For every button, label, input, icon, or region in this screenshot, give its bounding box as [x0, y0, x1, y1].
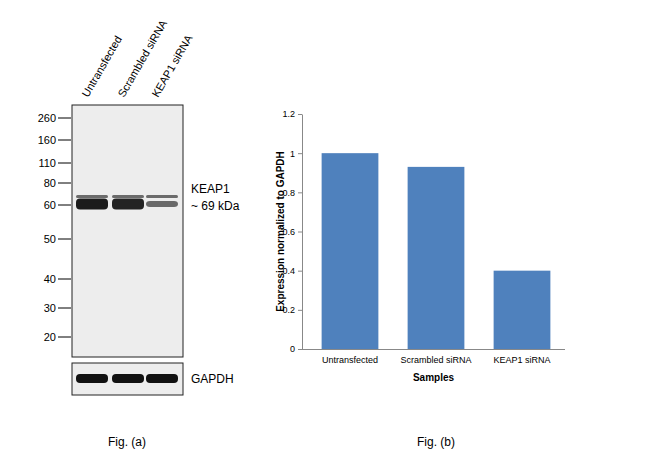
caption: Fig. (b): [417, 435, 455, 449]
y-tick-label: 1.2: [282, 109, 295, 119]
marker-tick: [58, 118, 71, 119]
y-tick: 1: [290, 149, 302, 159]
y-tick: 0: [290, 344, 302, 354]
target-size: ~ 69 kDa: [191, 199, 240, 213]
marker-label: 110: [38, 157, 56, 169]
x-axis-title: Samples: [413, 372, 455, 383]
lane-label: KEAP1 siRNA: [149, 32, 195, 99]
y-tick-mark: [298, 192, 302, 193]
caption: Fig. (a): [108, 435, 146, 449]
marker-label: 60: [44, 199, 56, 211]
keap1-band-upper: [76, 195, 108, 198]
blot-membrane: [72, 105, 183, 357]
x-axis-line: [302, 349, 565, 350]
loading-control-label: GAPDH: [191, 372, 234, 386]
marker-label: 20: [44, 331, 56, 343]
gapdh-membrane: [72, 363, 183, 395]
blot-panel: UntransfectedScrambled siRNAKEAP1 siRNA2…: [38, 17, 240, 449]
marker-tick: [58, 140, 71, 141]
marker-tick: [58, 163, 71, 164]
y-axis-line: [302, 115, 303, 350]
keap1-band-upper: [146, 195, 178, 198]
keap1-band-upper: [112, 195, 144, 198]
marker-label: 50: [44, 233, 56, 245]
x-tick: KEAP1 siRNA: [493, 349, 550, 365]
bar: [408, 167, 465, 349]
marker-label: 80: [44, 177, 56, 189]
y-tick: 1.2: [282, 109, 302, 119]
gapdh-band: [76, 374, 108, 383]
marker-label: 260: [38, 112, 56, 124]
keap1-band: [112, 199, 144, 210]
keap1-band: [146, 201, 178, 207]
marker-tick: [58, 308, 71, 309]
marker-tick: [58, 337, 71, 338]
x-tick-label: KEAP1 siRNA: [493, 355, 550, 365]
y-tick-mark: [298, 310, 302, 311]
y-tick-label: 1: [290, 149, 295, 159]
y-tick-mark: [298, 271, 302, 272]
x-tick-label: Untransfected: [322, 355, 378, 365]
y-tick-mark: [298, 153, 302, 154]
gapdh-band: [112, 374, 144, 383]
marker-tick: [58, 183, 71, 184]
x-tick: Untransfected: [322, 349, 378, 365]
bar-panel: 00.20.40.60.811.2UntransfectedScrambled …: [275, 109, 565, 449]
gapdh-band: [146, 374, 178, 383]
marker-tick: [58, 239, 71, 240]
bar: [322, 153, 379, 349]
y-tick-mark: [298, 349, 302, 350]
x-axis: Untransfected Scrambled siRNA KEAP1 siRNA: [302, 349, 565, 365]
x-tick: Scrambled siRNA: [400, 349, 471, 365]
marker-label: 160: [38, 134, 56, 146]
marker-tick: [58, 279, 71, 280]
marker-label: 40: [44, 273, 56, 285]
y-tick-mark: [298, 114, 302, 115]
y-axis-title: Expression normalized to GAPDH: [275, 151, 286, 312]
marker-label: 30: [44, 302, 56, 314]
y-tick-label: 0: [290, 344, 295, 354]
x-tick-label: Scrambled siRNA: [400, 355, 471, 365]
marker-tick: [58, 205, 71, 206]
y-tick-mark: [298, 232, 302, 233]
bar: [494, 271, 551, 349]
bars: [322, 153, 551, 349]
keap1-band: [76, 199, 108, 210]
figure: Untransfected Scrambled siRNA KEAP1 siRNA 2…: [0, 0, 650, 457]
target-label: KEAP1: [191, 182, 230, 196]
